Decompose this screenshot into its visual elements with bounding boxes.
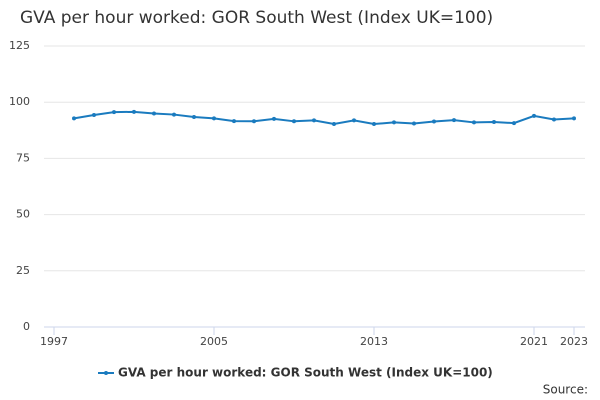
x-tick-label: 1997	[40, 335, 68, 348]
point	[552, 117, 556, 122]
point	[272, 116, 276, 121]
y-tick-label: 100	[9, 95, 30, 108]
x-tick-label: 2013	[360, 335, 388, 348]
point	[392, 120, 396, 125]
point	[352, 118, 356, 123]
point	[312, 118, 316, 123]
series-line	[73, 110, 575, 126]
point	[292, 119, 296, 124]
point	[212, 116, 216, 121]
point	[132, 109, 136, 114]
point	[72, 116, 76, 121]
y-tick-label: 25	[16, 264, 30, 277]
point	[492, 119, 496, 124]
legend-marker	[104, 371, 108, 375]
point	[252, 119, 256, 124]
point	[472, 120, 476, 125]
y-tick-label: 125	[9, 39, 30, 52]
point	[332, 122, 336, 127]
x-tick-label: 2005	[200, 335, 228, 348]
x-tick-label: 2021	[520, 335, 548, 348]
point	[372, 122, 376, 127]
point	[572, 116, 576, 121]
point	[452, 118, 456, 123]
x-tick-label: 2023	[560, 335, 588, 348]
y-tick-label: 0	[23, 320, 30, 333]
chart-title: GVA per hour worked: GOR South West (Ind…	[20, 8, 493, 28]
point	[152, 111, 156, 116]
point	[512, 121, 516, 126]
point	[192, 115, 196, 120]
y-tick-label: 50	[16, 208, 30, 221]
point	[112, 110, 116, 115]
source: Source:	[543, 383, 588, 397]
point	[172, 112, 176, 117]
point	[92, 113, 96, 118]
legend-label: GVA per hour worked: GOR South West (Ind…	[118, 366, 493, 380]
point	[532, 113, 536, 118]
y-tick-label: 75	[16, 151, 30, 164]
point	[232, 119, 236, 124]
point	[432, 119, 436, 124]
point	[412, 121, 416, 126]
